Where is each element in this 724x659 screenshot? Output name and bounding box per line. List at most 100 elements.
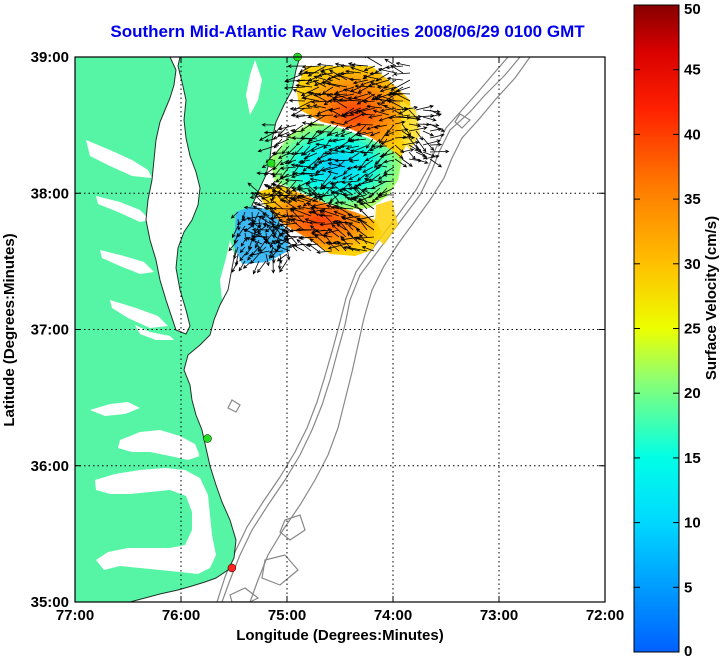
velocity-arrow [368,114,383,119]
velocity-arrow [339,64,355,68]
velocity-arrow [252,232,260,240]
velocity-arrow [286,131,297,137]
velocity-arrow [272,189,284,203]
velocity-arrow [238,260,246,272]
velocity-arrow [351,63,369,67]
velocity-arrow [329,194,339,203]
velocity-arrow [344,124,360,130]
station-marker [227,563,237,573]
velocity-arrow [297,71,313,76]
y-tick-label: 36:00 [31,458,69,475]
velocity-arrow [286,246,291,261]
y-tick-label: 35:00 [31,594,69,611]
velocity-arrow [316,250,333,255]
velocity-arrow [273,225,281,237]
velocity-arrow [258,246,267,254]
velocity-arrow [271,260,276,274]
velocity-arrow [303,152,318,160]
velocity-arrow [358,208,375,224]
colorbar-tick-label: 45 [684,62,701,79]
velocity-arrow [291,136,311,140]
velocity-arrow [336,223,347,231]
velocity-arrow [328,131,339,136]
velocity-arrow [252,237,263,252]
velocity-arrow [334,158,353,163]
velocity-arrow [327,228,340,238]
velocity-arrow [319,209,333,224]
velocity-arrow [300,124,311,132]
velocity-arrow [312,104,327,109]
velocity-arrow [253,211,260,224]
velocity-arrow [276,180,290,189]
velocity-arrow [390,79,411,91]
velocity-arrow [386,124,395,134]
velocity-arrow [279,166,297,171]
velocity-arrow [354,107,376,114]
x-tick-label: 77:00 [56,607,94,624]
x-tick-label: 72:00 [586,607,624,624]
velocity-arrow [384,131,395,137]
velocity-arrow [429,149,450,154]
velocity-arrow [350,194,367,200]
velocity-arrow [265,253,270,267]
velocity-arrow [376,85,390,89]
velocity-arrow [296,227,319,232]
velocity-arrow [295,78,313,83]
velocity-arrow [350,149,367,154]
velocity-arrow [345,145,360,150]
colorbar [633,4,680,653]
velocity-arrow [264,138,276,143]
velocity-arrow [334,131,346,137]
velocity-arrow [279,223,291,231]
x-tick-label: 73:00 [480,607,518,624]
velocity-arrow [353,93,369,100]
velocity-arrow [359,79,376,86]
velocity-arrow [302,145,318,156]
velocity-arrow [327,170,339,175]
velocity-arrow [307,123,325,127]
velocity-arrow [249,194,270,200]
velocity-arrow [369,131,381,137]
velocity-arrow [408,151,416,160]
velocity-arrow [363,177,381,182]
velocity-arrow [377,163,388,168]
velocity-arrow [395,86,411,93]
velocity-arrow [363,65,376,71]
velocity-arrow [302,194,318,207]
velocity-arrow [296,205,312,210]
velocity-arrow [379,152,395,158]
colorbar-tick-label: 10 [684,515,701,532]
velocity-arrow [342,246,361,252]
velocity-arrow [272,211,281,220]
velocity-arrow [408,123,422,128]
velocity-arrow [377,180,395,184]
velocity-arrow [347,182,361,196]
velocity-arrow [290,151,304,156]
velocity-arrow [394,151,404,160]
velocity-arrow [422,151,436,157]
x-tick-label: 76:00 [162,607,200,624]
velocity-arrow [374,159,381,169]
velocity-arrow [307,243,319,252]
y-tick-label: 39:00 [31,49,69,66]
velocity-arrow [392,92,411,102]
velocity-arrow [330,205,354,210]
velocity-arrow [239,246,246,254]
velocity-arrow [349,77,362,82]
velocity-arrow [258,215,270,224]
velocity-arrow [290,197,305,203]
velocity-arrow [279,159,290,166]
velocity-arrow [331,223,347,238]
velocity-arrow [378,131,388,144]
velocity-arrow [279,173,297,180]
velocity-arrow [345,196,361,203]
velocity-arrow [240,239,246,247]
velocity-arrow [282,199,298,210]
velocity-arrow [362,166,374,173]
velocity-arrow [327,138,339,143]
velocity-arrow [275,232,281,245]
velocity-arrow [269,239,274,249]
velocity-arrow [313,80,327,88]
velocity-arrow [304,218,319,224]
velocity-arrow [317,159,332,164]
